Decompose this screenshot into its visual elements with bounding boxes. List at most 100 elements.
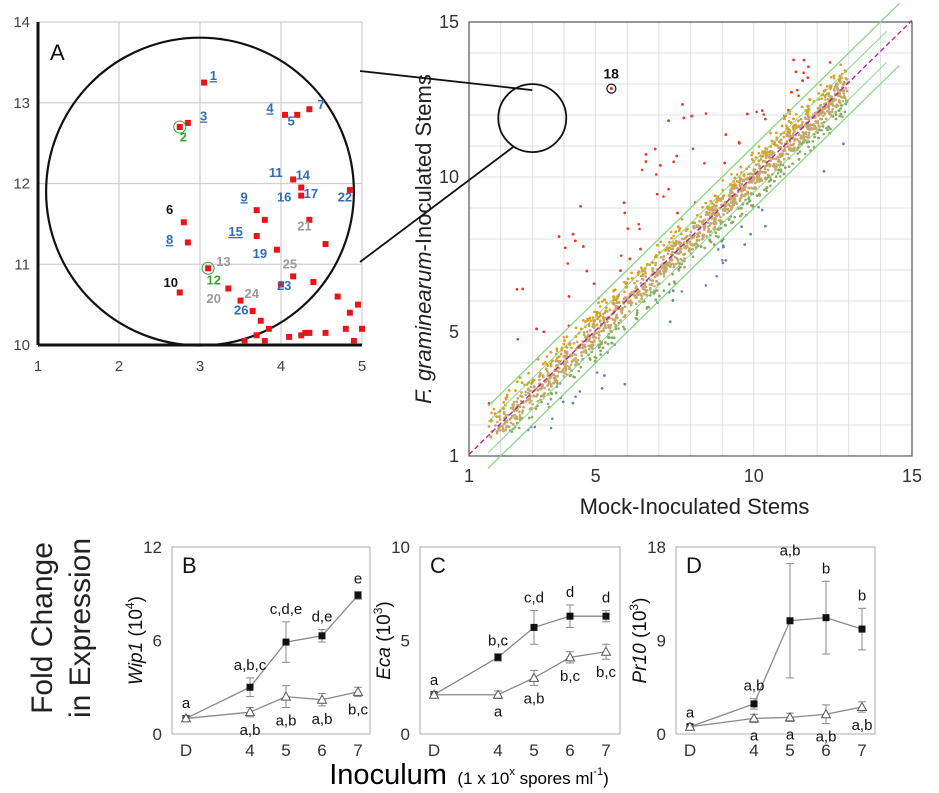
data-point xyxy=(704,247,707,250)
data-point xyxy=(654,298,657,301)
tick-label-x: 5 xyxy=(591,466,601,486)
data-point xyxy=(797,120,800,123)
data-point xyxy=(747,193,750,196)
data-point xyxy=(814,120,817,123)
data-point xyxy=(788,120,791,123)
data-point xyxy=(841,115,844,118)
data-point xyxy=(582,245,585,248)
data-point xyxy=(651,279,654,282)
data-point xyxy=(567,613,574,620)
data-point xyxy=(306,106,312,112)
data-point xyxy=(560,353,563,356)
data-point xyxy=(490,411,493,414)
data-point xyxy=(549,377,552,380)
tick-label-x: 10 xyxy=(744,466,764,486)
data-point xyxy=(662,270,665,273)
data-point xyxy=(512,407,515,410)
data-point xyxy=(797,152,800,155)
data-point xyxy=(755,111,758,114)
data-point xyxy=(519,376,522,379)
data-point xyxy=(769,164,772,167)
data-point xyxy=(663,255,666,258)
data-point xyxy=(739,215,742,218)
tick-label-x: 5 xyxy=(281,741,290,760)
data-point xyxy=(570,347,573,350)
point-label: 4 xyxy=(266,100,274,115)
tick-label-x: 6 xyxy=(317,741,326,760)
data-point xyxy=(827,92,830,95)
data-point xyxy=(547,402,550,405)
data-point xyxy=(743,188,746,191)
data-point xyxy=(566,352,569,355)
data-point xyxy=(763,188,766,191)
data-point xyxy=(814,127,817,130)
data-point xyxy=(748,181,751,184)
point-label: 26 xyxy=(234,302,248,317)
data-point xyxy=(740,207,743,210)
data-point xyxy=(672,289,675,292)
data-point xyxy=(514,389,517,392)
data-point xyxy=(495,415,498,418)
data-point xyxy=(804,124,807,127)
significance-letter: a xyxy=(686,705,695,722)
data-point xyxy=(846,90,849,93)
data-point xyxy=(670,237,673,240)
data-point xyxy=(562,401,565,404)
data-point xyxy=(817,137,820,140)
data-point xyxy=(783,158,786,161)
data-point xyxy=(683,266,686,269)
data-point xyxy=(789,130,792,133)
data-point xyxy=(789,135,792,138)
data-point xyxy=(838,79,841,82)
data-point xyxy=(572,376,575,379)
data-point xyxy=(502,401,505,404)
data-point xyxy=(717,236,720,239)
data-point xyxy=(743,174,746,177)
data-point xyxy=(298,332,304,338)
data-point xyxy=(786,140,789,143)
data-point xyxy=(586,330,589,333)
data-point xyxy=(708,206,711,209)
significance-letter: a,b xyxy=(524,690,545,707)
data-point xyxy=(804,117,807,120)
data-point xyxy=(540,395,543,398)
data-point xyxy=(582,347,585,350)
data-point xyxy=(555,364,558,367)
point-label: 25 xyxy=(283,256,297,271)
data-point xyxy=(709,200,712,203)
tick-label-x: 3 xyxy=(196,358,204,375)
point-label: 14 xyxy=(296,167,311,182)
data-point xyxy=(659,270,662,273)
data-point xyxy=(635,303,638,306)
significance-letter: a,b,c xyxy=(234,657,267,674)
data-point xyxy=(724,259,727,262)
data-point xyxy=(254,332,260,338)
data-point xyxy=(579,366,582,369)
data-point xyxy=(749,233,752,236)
data-point xyxy=(512,403,515,406)
data-point xyxy=(843,81,846,84)
data-point xyxy=(496,430,499,433)
data-point xyxy=(286,334,292,340)
data-point xyxy=(681,259,684,262)
data-point xyxy=(636,309,639,312)
data-point xyxy=(568,295,571,298)
data-point xyxy=(522,409,525,412)
data-point xyxy=(728,194,731,197)
data-point xyxy=(667,252,670,255)
data-point xyxy=(826,85,829,88)
data-point xyxy=(519,416,522,419)
data-point xyxy=(294,112,300,118)
plot-frame xyxy=(676,547,875,734)
significance-letter: d xyxy=(602,590,610,607)
data-point xyxy=(673,234,676,237)
data-point xyxy=(519,394,522,397)
tick-label-x: 5 xyxy=(529,741,538,760)
data-point xyxy=(547,372,550,375)
data-point xyxy=(733,201,736,204)
data-point xyxy=(606,310,609,313)
data-point xyxy=(715,231,718,234)
data-point xyxy=(589,358,592,361)
data-point xyxy=(250,308,256,314)
significance-letter: a,b xyxy=(816,729,837,746)
